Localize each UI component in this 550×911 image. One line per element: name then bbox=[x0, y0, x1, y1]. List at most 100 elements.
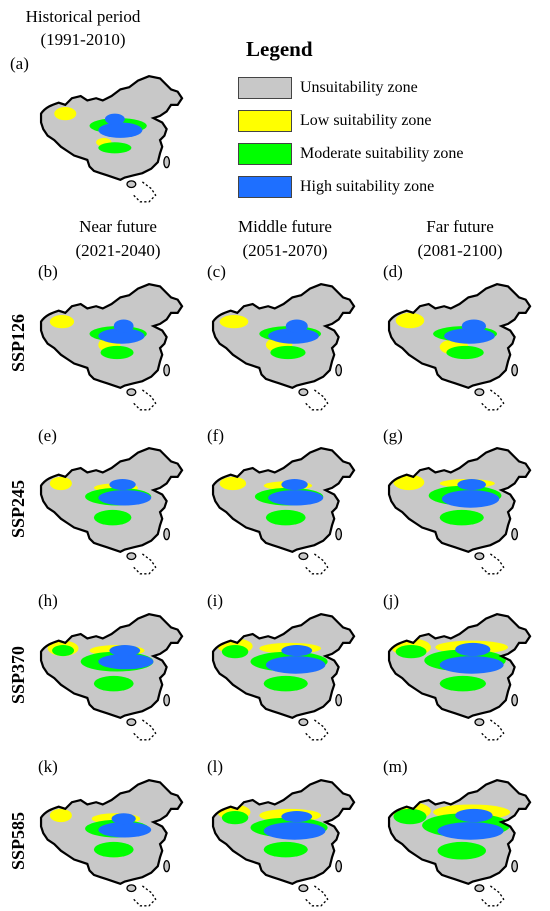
china-map-panel-l bbox=[211, 779, 356, 907]
china-map-panel-g bbox=[387, 447, 532, 575]
low-suitability-area bbox=[219, 315, 249, 329]
moderate-suitability-area bbox=[263, 675, 308, 692]
island-shape bbox=[335, 693, 343, 707]
sea-boundary-dotted-line bbox=[133, 885, 157, 907]
panel-label-j: (j) bbox=[383, 591, 400, 610]
panel-label-h: (h) bbox=[38, 591, 58, 610]
island-shape bbox=[298, 718, 309, 727]
high-suitability-area bbox=[439, 656, 504, 674]
legend-label-moderate: Moderate suitability zone bbox=[300, 145, 464, 162]
island-shape bbox=[335, 527, 343, 541]
island-shape bbox=[335, 859, 343, 873]
low-suitability-area bbox=[395, 312, 425, 329]
low-suitability-area bbox=[393, 474, 425, 491]
island-shape bbox=[474, 388, 485, 397]
island-shape bbox=[474, 718, 485, 727]
moderate-suitability-area bbox=[93, 675, 134, 692]
column-header-middle-line1: Middle future bbox=[238, 217, 332, 236]
china-map-panel-j bbox=[387, 613, 532, 741]
china-map-panel-f bbox=[211, 447, 356, 575]
high-suitability-area bbox=[109, 479, 136, 491]
country-outline bbox=[211, 779, 356, 885]
panel-label-f: (f) bbox=[207, 426, 224, 445]
island-shape bbox=[511, 693, 519, 707]
high-suitability-area bbox=[268, 328, 319, 344]
moderate-suitability-area bbox=[270, 345, 306, 360]
high-suitability-area bbox=[263, 822, 326, 840]
island-shape bbox=[126, 180, 137, 189]
island-shape bbox=[126, 718, 137, 727]
island-shape bbox=[126, 552, 137, 561]
high-suitability-area bbox=[98, 653, 154, 670]
china-map-panel-i bbox=[211, 613, 356, 741]
moderate-suitability-area bbox=[52, 645, 75, 657]
row-label-ssp585: SSP585 bbox=[8, 811, 28, 870]
country-outline bbox=[387, 779, 532, 885]
moderate-suitability-area bbox=[439, 675, 486, 692]
china-map-panel-e bbox=[39, 447, 184, 575]
island-shape bbox=[511, 363, 519, 377]
sea-boundary-dotted-line bbox=[481, 719, 505, 741]
panel-label-c: (c) bbox=[207, 262, 226, 281]
island-shape bbox=[163, 155, 171, 169]
moderate-suitability-area bbox=[446, 345, 484, 360]
column-header-far-line2: (2081-2100) bbox=[417, 241, 503, 260]
island-shape bbox=[126, 388, 137, 397]
high-suitability-area bbox=[104, 113, 125, 125]
island-shape bbox=[335, 363, 343, 377]
china-map-panel-c bbox=[211, 283, 356, 411]
low-suitability-area bbox=[54, 107, 77, 121]
moderate-suitability-area bbox=[263, 841, 308, 858]
island-shape bbox=[163, 527, 171, 541]
country-outline bbox=[387, 447, 532, 553]
island-shape bbox=[163, 693, 171, 707]
panel-label-a: (a) bbox=[10, 54, 29, 73]
legend-swatch-moderate bbox=[238, 143, 292, 165]
high-suitability-area bbox=[285, 319, 308, 333]
sea-boundary-dotted-line bbox=[481, 885, 505, 907]
country-outline bbox=[39, 613, 184, 719]
row-label-ssp245: SSP245 bbox=[8, 479, 28, 538]
low-suitability-area bbox=[49, 315, 75, 329]
historical-title-line1: Historical period bbox=[25, 7, 141, 26]
moderate-suitability-area bbox=[395, 645, 427, 659]
panel-label-k: (k) bbox=[38, 757, 58, 776]
country-outline bbox=[39, 779, 184, 885]
sea-boundary-dotted-line bbox=[481, 553, 505, 575]
high-suitability-area bbox=[281, 811, 313, 823]
sea-boundary-dotted-line bbox=[133, 181, 157, 203]
high-suitability-area bbox=[455, 808, 493, 823]
moderate-suitability-area bbox=[98, 142, 132, 154]
legend-label-unsuitability: Unsuitability zone bbox=[300, 79, 418, 96]
legend-label-high: High suitability zone bbox=[300, 178, 435, 195]
high-suitability-area bbox=[455, 642, 491, 657]
island-shape bbox=[126, 884, 137, 893]
china-map-panel-d bbox=[387, 283, 532, 411]
china-map-panel-a bbox=[39, 75, 184, 203]
moderate-suitability-area bbox=[100, 345, 134, 360]
moderate-suitability-area bbox=[93, 841, 134, 858]
sea-boundary-dotted-line bbox=[305, 719, 329, 741]
low-suitability-area bbox=[49, 808, 72, 823]
high-suitability-area bbox=[437, 822, 504, 840]
high-suitability-area bbox=[98, 122, 143, 138]
country-outline bbox=[39, 447, 184, 553]
moderate-suitability-area bbox=[221, 811, 249, 825]
high-suitability-area bbox=[461, 319, 486, 333]
island-shape bbox=[474, 884, 485, 893]
high-suitability-area bbox=[265, 656, 326, 674]
column-header-near-line1: Near future bbox=[79, 217, 157, 236]
island-shape bbox=[163, 363, 171, 377]
country-outline bbox=[211, 613, 356, 719]
high-suitability-area bbox=[98, 328, 145, 344]
panel-label-e: (e) bbox=[38, 426, 57, 445]
high-suitability-area bbox=[444, 328, 495, 344]
high-suitability-area bbox=[441, 490, 500, 508]
country-outline bbox=[39, 75, 184, 181]
moderate-suitability-area bbox=[437, 841, 486, 860]
panel-label-d: (d) bbox=[383, 262, 403, 281]
panel-label-m: (m) bbox=[383, 757, 408, 776]
sea-boundary-dotted-line bbox=[305, 553, 329, 575]
country-outline bbox=[387, 283, 532, 389]
legend-swatch-high bbox=[238, 176, 292, 198]
